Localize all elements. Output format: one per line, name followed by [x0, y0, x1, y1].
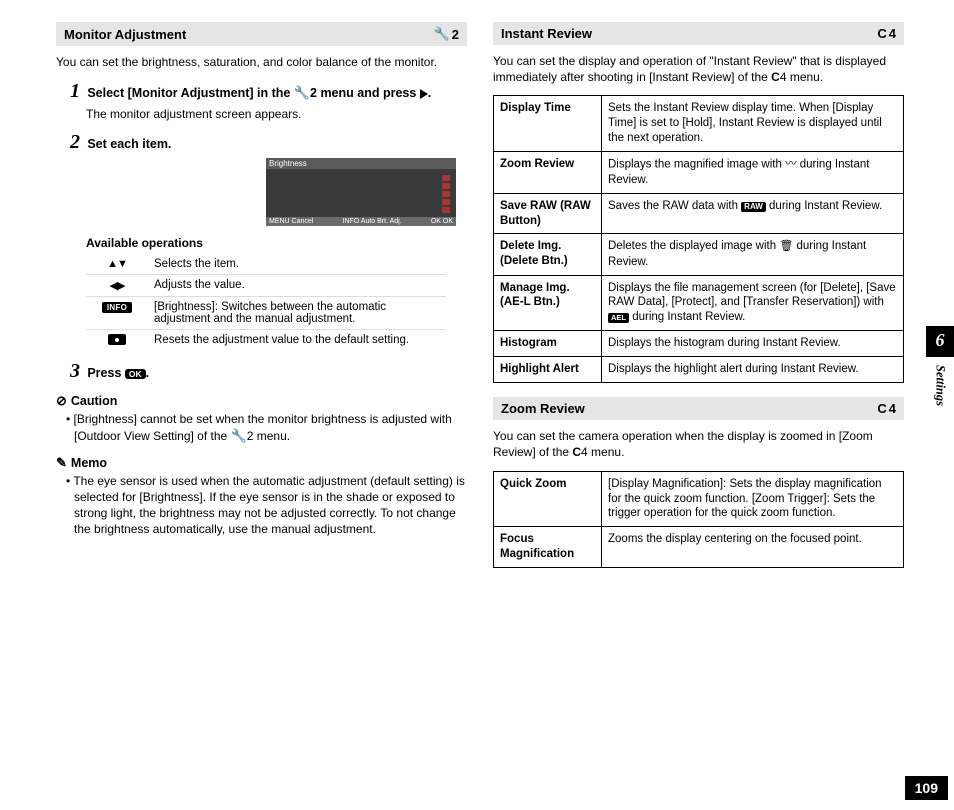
op-desc: Selects the item. — [148, 254, 446, 275]
table-row: Quick Zoom [Display Magnification]: Sets… — [494, 471, 904, 527]
section-title: Zoom Review — [501, 401, 585, 416]
row-desc: Displays the highlight alert during Inst… — [602, 357, 904, 383]
table-row: Display Time Sets the Instant Review dis… — [494, 96, 904, 152]
caution-bullet: [Brightness] cannot be set when the moni… — [66, 411, 467, 445]
updown-icon: ▲▼ — [107, 258, 127, 270]
monitor-adjustment-header: Monitor Adjustment 🔧2 — [56, 22, 467, 46]
memo-bullet: The eye sensor is used when the automati… — [66, 473, 467, 538]
info-icon: INFO — [102, 302, 132, 313]
section-title: Instant Review — [501, 26, 592, 41]
step-number: 2 — [70, 131, 80, 153]
zoom-review-table: Quick Zoom [Display Magnification]: Sets… — [493, 471, 904, 569]
memo-heading: Memo — [56, 455, 467, 471]
left-column: Monitor Adjustment 🔧2 You can set the br… — [56, 22, 467, 788]
monitor-screenshot: Brightness MENU Cancel INFO Auto Brt. Ad… — [266, 158, 456, 226]
step-subtext: The monitor adjustment screen appears. — [86, 107, 467, 121]
table-row: Delete Img. (Delete Btn.) Deletes the di… — [494, 234, 904, 275]
step-number: 1 — [70, 80, 80, 102]
right-arrow-icon — [420, 89, 428, 99]
side-tab: 6 Settings — [926, 326, 954, 414]
dial-icon: 〰 — [785, 157, 797, 172]
zoom-review-header: Zoom Review C4 — [493, 397, 904, 420]
row-label: Histogram — [494, 331, 602, 357]
screenshot-title: Brightness — [266, 158, 456, 169]
table-row: Zoom Review Displays the magnified image… — [494, 152, 904, 193]
table-row: Save RAW (RAW Button) Saves the RAW data… — [494, 193, 904, 234]
row-desc: [Display Magnification]: Sets the displa… — [602, 471, 904, 527]
table-row: Highlight Alert Displays the highlight a… — [494, 357, 904, 383]
wrench-icon: 🔧 — [434, 26, 450, 42]
row-label: Focus Magnification — [494, 527, 602, 568]
table-row: Focus Magnification Zooms the display ce… — [494, 527, 904, 568]
section-tag: 🔧2 — [434, 26, 459, 42]
row-label: Quick Zoom — [494, 471, 602, 527]
intro-text: You can set the display and operation of… — [493, 53, 904, 85]
ok-icon: OK — [125, 369, 146, 379]
step-number: 3 — [70, 360, 80, 382]
page-number: 109 — [905, 776, 948, 800]
wrench-icon: 🔧 — [294, 85, 310, 100]
step-1: 1 Select [Monitor Adjustment] in the 🔧2 … — [70, 80, 467, 103]
row-desc: Displays the magnified image with 〰 duri… — [602, 152, 904, 193]
caution-heading: Caution — [56, 393, 467, 409]
row-desc: Displays the file management screen (for… — [602, 275, 904, 331]
row-label: Zoom Review — [494, 152, 602, 193]
operations-table: ▲▼ Selects the item. ◀▶ Adjusts the valu… — [86, 254, 446, 352]
table-row: INFO [Brightness]: Switches between the … — [86, 297, 446, 330]
step-text: Press OK. — [87, 366, 149, 380]
screenshot-footer: MENU Cancel INFO Auto Brt. Adj. OK OK — [266, 217, 456, 226]
op-desc: [Brightness]: Switches between the autom… — [148, 297, 446, 330]
row-label: Display Time — [494, 96, 602, 152]
row-label: Highlight Alert — [494, 357, 602, 383]
table-row: Resets the adjustment value to the defau… — [86, 330, 446, 353]
chapter-number: 6 — [926, 326, 954, 357]
raw-icon: RAW — [741, 202, 766, 212]
intro-text: You can set the camera operation when th… — [493, 428, 904, 460]
row-desc: Deletes the displayed image with 🗑 durin… — [602, 234, 904, 275]
table-row: ▲▼ Selects the item. — [86, 254, 446, 275]
op-desc: Adjusts the value. — [148, 275, 446, 297]
row-label: Save RAW (RAW Button) — [494, 193, 602, 234]
row-label: Delete Img. (Delete Btn.) — [494, 234, 602, 275]
step-text: Select [Monitor Adjustment] in the 🔧2 me… — [87, 86, 431, 100]
section-title: Monitor Adjustment — [64, 27, 186, 42]
row-desc: Displays the histogram during Instant Re… — [602, 331, 904, 357]
row-label: Manage Img. (AE-L Btn.) — [494, 275, 602, 331]
ael-icon: AEL — [608, 313, 629, 323]
section-tag: C4 — [877, 401, 896, 416]
right-column: Instant Review C4 You can set the displa… — [493, 22, 924, 788]
wrench-icon: 🔧 — [231, 428, 247, 443]
table-row: Histogram Displays the histogram during … — [494, 331, 904, 357]
green-button-icon — [108, 334, 126, 345]
table-row: Manage Img. (AE-L Btn.) Displays the fil… — [494, 275, 904, 331]
intro-text: You can set the brightness, saturation, … — [56, 54, 467, 70]
op-desc: Resets the adjustment value to the defau… — [148, 330, 446, 353]
section-tag: C4 — [877, 26, 896, 41]
row-desc: Saves the RAW data with RAW during Insta… — [602, 193, 904, 234]
table-row: ◀▶ Adjusts the value. — [86, 275, 446, 297]
row-desc: Zooms the display centering on the focus… — [602, 527, 904, 568]
available-operations-title: Available operations — [86, 236, 467, 250]
step-text: Set each item. — [87, 137, 171, 151]
instant-review-table: Display Time Sets the Instant Review dis… — [493, 95, 904, 383]
instant-review-header: Instant Review C4 — [493, 22, 904, 45]
row-desc: Sets the Instant Review display time. Wh… — [602, 96, 904, 152]
trash-icon: 🗑 — [779, 239, 793, 253]
leftright-icon: ◀▶ — [110, 280, 125, 292]
step-2: 2 Set each item. — [70, 131, 467, 154]
screenshot-body — [266, 169, 456, 217]
chapter-label: Settings — [933, 357, 948, 414]
step-3: 3 Press OK. — [70, 360, 467, 383]
